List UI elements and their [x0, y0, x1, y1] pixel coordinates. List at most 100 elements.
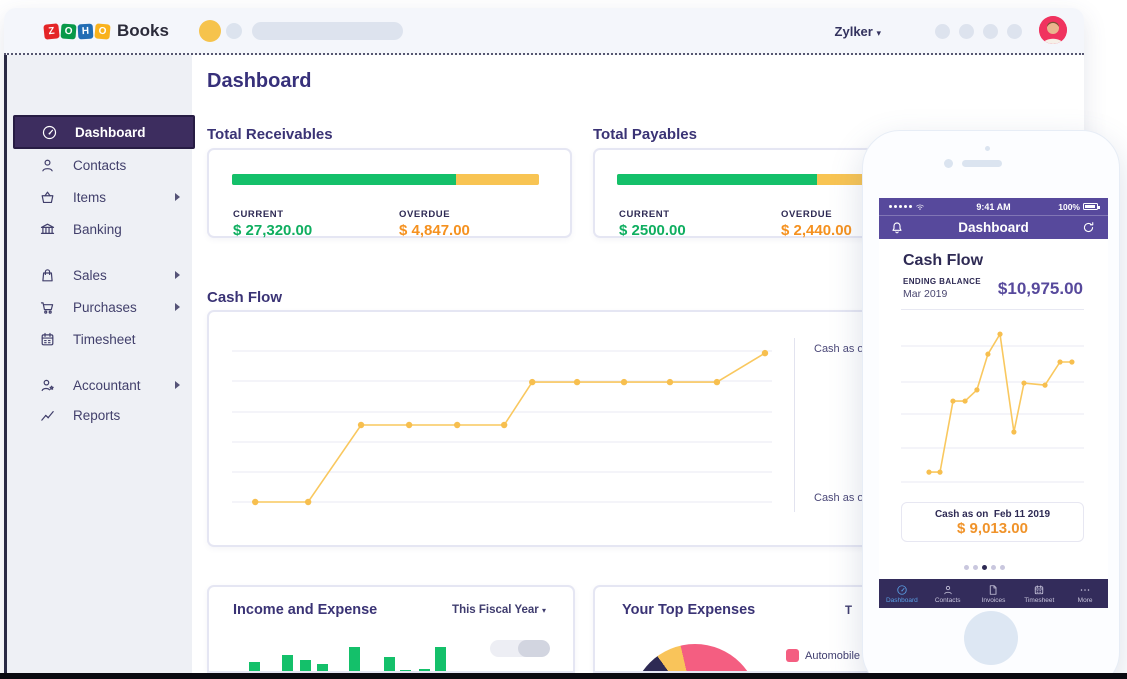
sidebar-item-dashboard[interactable]: Dashboard — [13, 115, 195, 149]
phone-tab-timesheet[interactable]: Timesheet — [1016, 579, 1062, 608]
page-title: Dashboard — [207, 70, 312, 92]
logo-tile: O — [94, 22, 111, 40]
signal-strength-icon — [889, 205, 912, 208]
sidebar-item-label: Items — [73, 189, 107, 205]
cashflow-card: Cash as o Cash as o — [207, 310, 887, 547]
battery-percent: 100% — [1058, 201, 1080, 212]
phone-status-bar: 9:41 AM 100% — [879, 198, 1108, 215]
pagination-dot[interactable] — [1000, 565, 1005, 570]
quick-create-button[interactable] — [199, 20, 221, 42]
accountant-icon — [39, 377, 56, 394]
wifi-icon — [915, 202, 925, 212]
search-input[interactable] — [252, 22, 403, 40]
phone-tab-label: More — [1077, 596, 1093, 604]
reports-icon — [39, 407, 56, 424]
payables-current-value: $ 2500.00 — [619, 222, 686, 239]
receivables-overdue-value: $ 4,847.00 — [399, 222, 470, 239]
phone-speaker — [962, 160, 1002, 167]
top-expenses-title: Your Top Expenses — [622, 602, 756, 618]
sidebar-item-label: Sales — [73, 267, 107, 283]
carousel-pagination-dots[interactable] — [863, 565, 1106, 570]
purchases-icon — [39, 299, 56, 316]
receivables-current-value: $ 27,320.00 — [233, 222, 313, 239]
receivables-current-label: CURRENT — [233, 209, 284, 220]
dashboard-icon — [41, 124, 58, 141]
sidebar-item-items[interactable]: Items — [13, 181, 195, 213]
income-bar — [419, 669, 430, 671]
refresh-icon[interactable] — [1081, 220, 1097, 236]
sidebar-item-purchases[interactable]: Purchases — [13, 291, 195, 323]
sidebar-item-contacts[interactable]: Contacts — [13, 149, 195, 181]
payables-current-label: CURRENT — [619, 209, 670, 220]
sidebar-item-reports[interactable]: Reports — [13, 399, 195, 431]
sidebar-item-label: Dashboard — [75, 124, 146, 140]
phone-tab-invoices[interactable]: Invoices — [971, 579, 1017, 608]
referral-icon-button[interactable] — [935, 24, 950, 39]
contacts-icon — [39, 157, 56, 174]
settings-icon-button[interactable] — [983, 24, 998, 39]
sidebar-item-accountant[interactable]: Accountant — [13, 369, 195, 401]
recent-activity-button[interactable] — [226, 23, 242, 39]
phone-tab-contacts[interactable]: Contacts — [925, 579, 971, 608]
income-expense-toggle[interactable] — [490, 640, 550, 657]
invoices-icon — [987, 584, 999, 596]
logo-tile: O — [60, 22, 77, 40]
income-bar — [249, 662, 260, 671]
payables-card: CURRENT $ 2500.00 OVERDUE $ 2,440.00 — [593, 148, 887, 239]
pagination-dot[interactable] — [991, 565, 996, 570]
sidebar-item-sales[interactable]: Sales — [13, 259, 195, 291]
logo-tile: Z — [43, 22, 60, 40]
pagination-dot[interactable] — [973, 565, 978, 570]
timesheet-icon — [1033, 584, 1045, 596]
top-expenses-card: Your Top Expenses T Automobile E — [593, 585, 887, 673]
income-bar — [400, 670, 411, 671]
image-crop-strip — [0, 673, 1127, 679]
cash-as-on-card: Cash as on Feb 11 2019 $ 9,013.00 — [901, 502, 1084, 542]
phone-tab-bar: Dashboard Contacts Invoices Timesheet More — [879, 579, 1108, 608]
legend-color-swatch — [786, 649, 799, 662]
pagination-dot[interactable] — [964, 565, 969, 570]
phone-tab-dashboard[interactable]: Dashboard — [879, 579, 925, 608]
chevron-right-icon — [175, 193, 180, 201]
phone-tab-more[interactable]: More — [1062, 579, 1108, 608]
phone-cashflow-title: Cash Flow — [903, 252, 984, 269]
income-expense-fiscal-year-filter[interactable]: This Fiscal Year ▾ — [452, 604, 546, 616]
divider — [901, 309, 1084, 310]
top-expenses-fiscal-year-filter[interactable]: T — [845, 605, 885, 617]
receivables-current-fill — [232, 174, 457, 185]
sidebar-item-label: Banking — [73, 221, 122, 237]
phone-nav-bar: Dashboard — [879, 215, 1108, 239]
sidebar-item-banking[interactable]: Banking — [13, 213, 195, 245]
phone-camera — [944, 159, 953, 168]
chevron-down-icon: ▾ — [876, 28, 881, 38]
mobile-phone-mockup: 9:41 AM 100% Dashboard Cash Flow ENDING … — [862, 130, 1120, 679]
notifications-icon-button[interactable] — [959, 24, 974, 39]
user-avatar[interactable] — [1039, 16, 1067, 44]
pagination-dot[interactable] — [982, 565, 987, 570]
status-time: 9:41 AM — [976, 201, 1011, 212]
sidebar-item-timesheet[interactable]: Timesheet — [13, 323, 195, 355]
more-icon — [1079, 584, 1091, 596]
cashflow-legend-divider — [794, 338, 795, 512]
income-bar — [384, 657, 395, 671]
chevron-right-icon — [175, 381, 180, 389]
top-expenses-pie-chart — [631, 644, 759, 671]
filter-label: T — [845, 605, 853, 617]
income-bar — [282, 655, 293, 671]
ending-balance-label: ENDING BALANCE — [903, 277, 982, 286]
sales-icon — [39, 267, 56, 284]
legend-label: Automobile E — [805, 650, 871, 662]
income-bar — [435, 647, 446, 671]
phone-tab-label: Invoices — [981, 596, 1006, 604]
bell-icon[interactable] — [889, 220, 905, 236]
sidebar-item-label: Timesheet — [73, 331, 136, 347]
payables-current-fill — [617, 174, 817, 185]
phone-home-button[interactable] — [964, 611, 1018, 665]
chevron-right-icon — [175, 303, 180, 311]
org-dropdown[interactable]: Zylker ▾ — [835, 24, 881, 39]
cashflow-legend-top: Cash as o — [814, 343, 864, 355]
help-icon-button[interactable] — [1007, 24, 1022, 39]
income-bar — [300, 660, 311, 671]
ending-balance-period: Mar 2019 — [903, 288, 948, 300]
